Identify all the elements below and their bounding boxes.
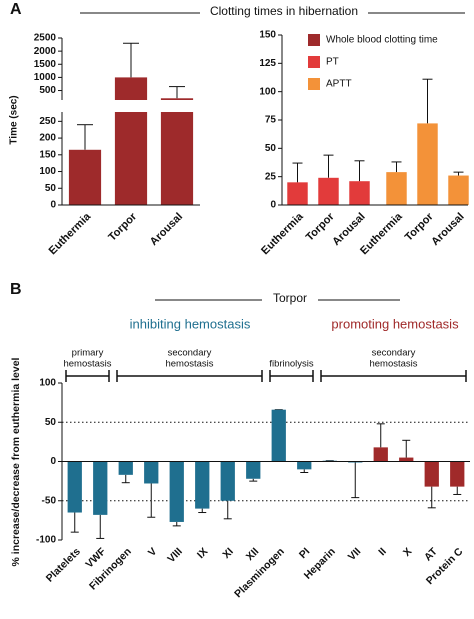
- y-axis-label: Time (sec): [9, 95, 20, 144]
- y-tick-label: 100: [259, 86, 276, 97]
- bar: [448, 175, 469, 205]
- bar: [271, 409, 286, 462]
- y-tick-label: 0: [50, 200, 56, 211]
- x-tick-label: Euthermia: [259, 210, 306, 257]
- bar: [93, 461, 108, 515]
- y-tick-label: 25: [265, 171, 277, 182]
- group-label: secondary: [372, 348, 416, 359]
- bar: [287, 182, 308, 205]
- x-tick-label: Euthermia: [47, 210, 94, 257]
- bar: [349, 181, 370, 205]
- bar: [160, 98, 194, 205]
- bar: [246, 461, 261, 479]
- group-label: hemostasis: [63, 359, 111, 370]
- bar: [67, 461, 82, 513]
- x-tick-label: Torpor: [106, 210, 139, 243]
- y-tick-label: 50: [265, 143, 277, 154]
- x-tick-label: PI: [297, 546, 313, 562]
- legend-swatch: [308, 34, 320, 46]
- bar: [114, 77, 148, 205]
- x-tick-label: Arousal: [330, 211, 367, 248]
- y-tick-label: 100: [39, 166, 56, 177]
- y-tick-label: 1500: [34, 59, 57, 70]
- x-tick-label: VII: [346, 546, 364, 564]
- x-tick-label: IX: [195, 546, 211, 562]
- bar: [169, 461, 184, 522]
- annotation: promoting hemostasis: [331, 316, 459, 331]
- y-tick-label: 1000: [34, 72, 57, 83]
- chart-title: Clotting times in hibernation: [210, 4, 358, 18]
- y-axis-label: % increase/decrease from euthermia level: [10, 357, 22, 566]
- group-label: hemostasis: [165, 359, 213, 370]
- y-tick-label: 500: [39, 85, 56, 96]
- y-tick-label: -50: [42, 495, 57, 506]
- bar: [68, 149, 102, 205]
- panel-label: A: [10, 1, 22, 18]
- bar: [373, 447, 388, 462]
- x-tick-label: AT: [422, 545, 440, 563]
- x-tick-label: XI: [220, 546, 236, 562]
- y-tick-label: 200: [39, 133, 56, 144]
- legend-swatch: [308, 78, 320, 90]
- group-label: primary: [72, 348, 104, 359]
- chart-title: Torpor: [273, 291, 307, 305]
- axis-break-gap: [56, 100, 202, 112]
- bar: [118, 461, 133, 475]
- legend-label: PT: [326, 57, 339, 68]
- x-tick-label: X: [401, 546, 414, 559]
- group-label: hemostasis: [369, 359, 417, 370]
- x-tick-label: Platelets: [44, 545, 83, 584]
- y-tick-label: 125: [259, 58, 276, 69]
- group-label: secondary: [168, 348, 212, 359]
- bar: [399, 457, 414, 462]
- x-tick-label: Arousal: [148, 211, 185, 248]
- y-tick-label: 250: [39, 116, 56, 127]
- legend-swatch: [308, 56, 320, 68]
- bar: [417, 123, 438, 205]
- bar: [450, 461, 465, 487]
- y-tick-label: 0: [50, 456, 56, 467]
- y-tick-label: 2000: [34, 46, 57, 57]
- y-tick-label: 150: [259, 30, 276, 41]
- legend-label: APTT: [326, 79, 352, 90]
- bar: [144, 461, 159, 484]
- y-tick-label: -100: [36, 535, 56, 546]
- y-tick-label: 150: [39, 149, 56, 160]
- y-tick-label: 2500: [34, 33, 57, 44]
- x-tick-label: VIII: [165, 546, 185, 566]
- annotation: inhibiting hemostasis: [130, 316, 251, 331]
- bar: [424, 461, 439, 487]
- x-tick-label: XII: [244, 546, 262, 564]
- bar: [297, 461, 312, 470]
- bar: [318, 177, 339, 205]
- y-tick-label: 75: [265, 115, 277, 126]
- panel-label: B: [10, 281, 22, 298]
- y-tick-label: 0: [270, 200, 276, 211]
- y-tick-label: 100: [39, 378, 56, 389]
- bar: [195, 461, 210, 509]
- bar: [386, 172, 407, 205]
- y-tick-label: 50: [45, 183, 57, 194]
- x-tick-label: II: [376, 546, 389, 559]
- x-tick-label: Arousal: [429, 211, 466, 248]
- group-label: fibrinolysis: [269, 359, 314, 370]
- y-tick-label: 50: [45, 417, 57, 428]
- bar: [220, 461, 235, 501]
- x-tick-label: V: [146, 546, 159, 559]
- legend-label: Whole blood clotting time: [326, 35, 438, 46]
